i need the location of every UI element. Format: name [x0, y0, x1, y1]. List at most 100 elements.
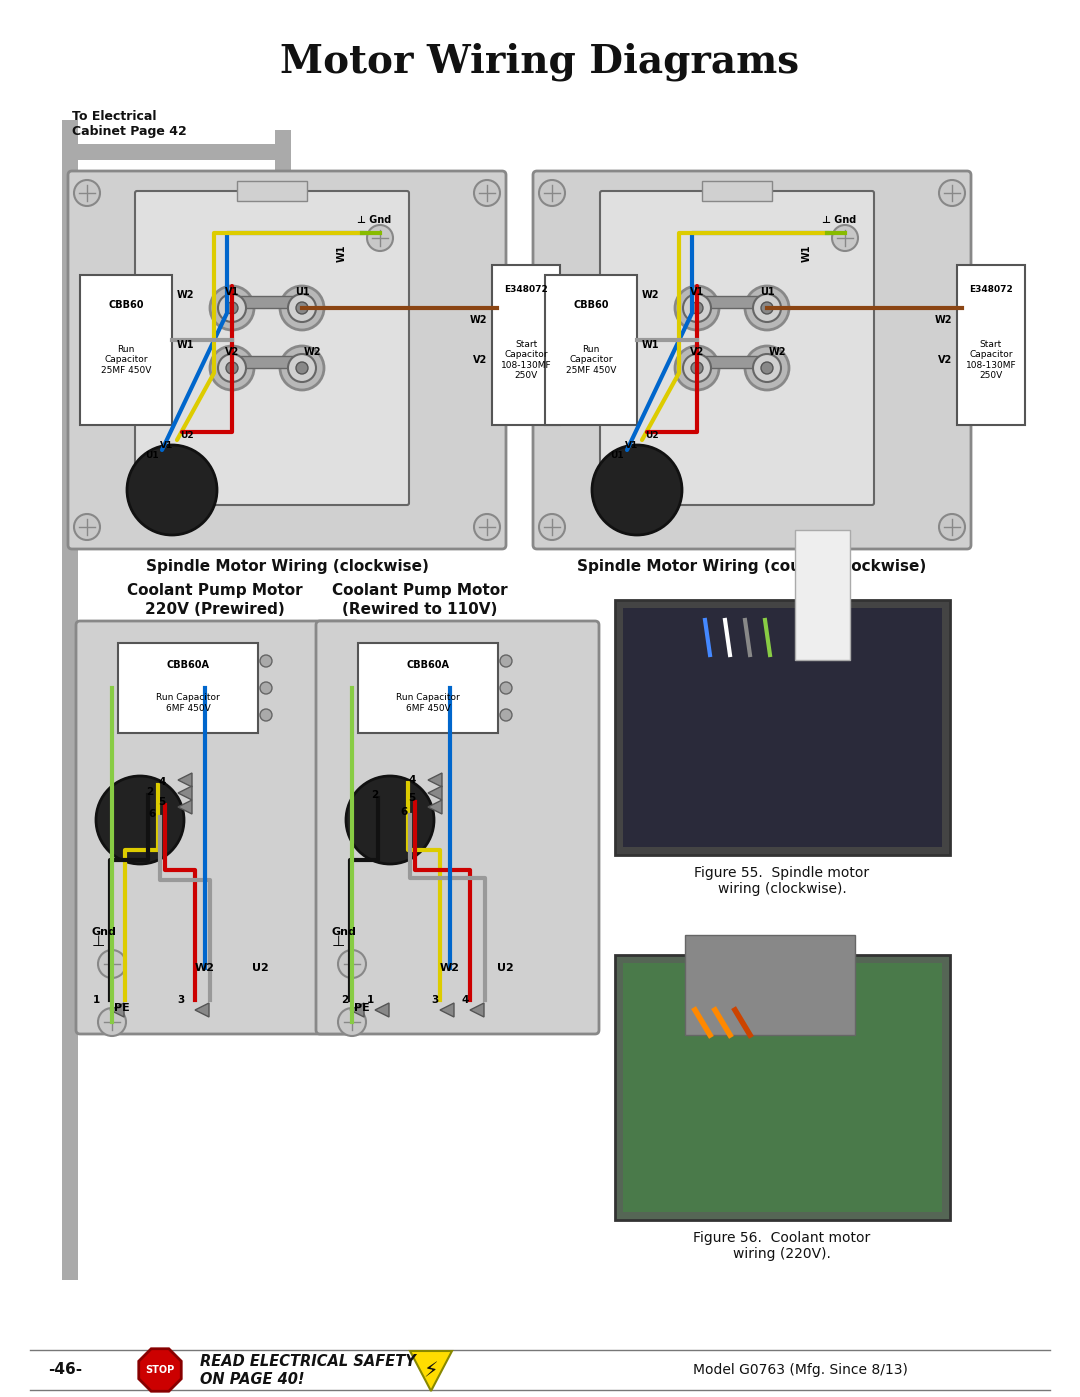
Text: Motor Wiring Diagrams: Motor Wiring Diagrams [281, 43, 799, 81]
Text: wiring (clockwise).: wiring (clockwise). [717, 882, 847, 895]
Bar [80, 275, 172, 425]
Text: V1: V1 [625, 440, 638, 450]
Text: W2: W2 [177, 291, 194, 300]
Text: Run
Capacitor
25MF 450V: Run Capacitor 25MF 450V [100, 345, 151, 374]
Polygon shape [375, 1003, 389, 1017]
Circle shape [691, 302, 703, 314]
Circle shape [592, 446, 681, 535]
Circle shape [98, 1009, 126, 1037]
Circle shape [675, 346, 719, 390]
Bar [240, 296, 294, 307]
Polygon shape [350, 1003, 364, 1017]
Polygon shape [470, 1003, 484, 1017]
Text: W2: W2 [768, 346, 786, 358]
Circle shape [338, 950, 366, 978]
Polygon shape [110, 1003, 124, 1017]
Polygon shape [410, 1351, 453, 1391]
Circle shape [500, 655, 512, 666]
Text: CBB60A: CBB60A [166, 659, 210, 671]
FancyBboxPatch shape [600, 191, 874, 504]
Text: CBB60A: CBB60A [406, 659, 449, 671]
Circle shape [367, 225, 393, 251]
Polygon shape [178, 773, 192, 787]
Text: Spindle Motor Wiring (counterclockwise): Spindle Motor Wiring (counterclockwise) [578, 560, 927, 574]
Circle shape [500, 682, 512, 694]
Polygon shape [178, 787, 192, 800]
Polygon shape [195, 1003, 210, 1017]
Text: Model G0763 (Mfg. Since 8/13): Model G0763 (Mfg. Since 8/13) [692, 1363, 907, 1377]
Circle shape [474, 180, 500, 205]
FancyBboxPatch shape [135, 191, 409, 504]
Bar [623, 608, 942, 847]
Text: W2: W2 [195, 963, 215, 972]
Text: E348072: E348072 [504, 285, 548, 295]
Circle shape [683, 353, 711, 381]
Circle shape [832, 225, 858, 251]
Circle shape [98, 950, 126, 978]
Text: ⊥: ⊥ [92, 935, 105, 950]
Circle shape [75, 514, 100, 541]
Text: READ ELECTRICAL SAFETY: READ ELECTRICAL SAFETY [200, 1355, 416, 1369]
Circle shape [338, 1009, 366, 1037]
Circle shape [296, 302, 308, 314]
Text: Gnd: Gnd [332, 928, 356, 937]
Text: W1: W1 [642, 339, 660, 351]
Text: 2: 2 [147, 787, 153, 798]
Text: Coolant Pump Motor: Coolant Pump Motor [127, 583, 302, 598]
Text: ⊥ Gnd: ⊥ Gnd [357, 215, 391, 225]
Circle shape [691, 362, 703, 374]
Text: Run Capacitor
6MF 450V: Run Capacitor 6MF 450V [157, 693, 220, 712]
Polygon shape [428, 800, 442, 814]
Bar [957, 265, 1025, 425]
Text: 3: 3 [431, 995, 438, 1004]
Bar [615, 956, 950, 1220]
Circle shape [939, 514, 966, 541]
Circle shape [745, 286, 789, 330]
Circle shape [761, 302, 773, 314]
Text: 2: 2 [372, 789, 379, 800]
Polygon shape [138, 1348, 181, 1391]
Text: 1: 1 [93, 995, 100, 1004]
Circle shape [753, 293, 781, 321]
FancyBboxPatch shape [316, 622, 599, 1034]
Bar [545, 275, 637, 425]
Bar [702, 182, 772, 201]
Text: W2: W2 [934, 314, 951, 326]
Text: W2: W2 [642, 291, 660, 300]
FancyBboxPatch shape [68, 170, 507, 549]
Circle shape [96, 775, 184, 863]
Text: Figure 55.  Spindle motor: Figure 55. Spindle motor [694, 866, 869, 880]
Text: 4: 4 [408, 775, 416, 785]
Text: 6: 6 [148, 809, 156, 819]
Text: 6: 6 [401, 807, 407, 817]
Circle shape [745, 346, 789, 390]
Text: (Rewired to 110V): (Rewired to 110V) [342, 602, 498, 617]
Circle shape [280, 286, 324, 330]
Circle shape [500, 710, 512, 721]
Text: wiring (220V).: wiring (220V). [733, 1248, 831, 1261]
Circle shape [226, 362, 238, 374]
Text: V1: V1 [225, 286, 239, 298]
Circle shape [675, 286, 719, 330]
Bar [240, 356, 294, 367]
Text: PE: PE [114, 1003, 130, 1013]
Circle shape [260, 655, 272, 666]
Text: Coolant Pump Motor: Coolant Pump Motor [333, 583, 508, 598]
Text: V2: V2 [225, 346, 239, 358]
Text: 3: 3 [178, 995, 185, 1004]
Circle shape [683, 293, 711, 321]
Text: Figure 56.  Coolant motor: Figure 56. Coolant motor [693, 1231, 870, 1245]
Text: 5: 5 [408, 793, 416, 803]
Polygon shape [428, 787, 442, 800]
Bar [615, 599, 950, 855]
Text: 220V (Prewired): 220V (Prewired) [145, 602, 285, 617]
Text: PE: PE [354, 1003, 369, 1013]
Text: U2: U2 [180, 430, 193, 440]
Bar [62, 120, 78, 1280]
Text: 4: 4 [461, 995, 469, 1004]
Bar [795, 529, 850, 659]
Bar [623, 963, 942, 1213]
Text: 2: 2 [341, 995, 349, 1004]
Bar [492, 265, 561, 425]
Text: U1: U1 [759, 286, 774, 298]
